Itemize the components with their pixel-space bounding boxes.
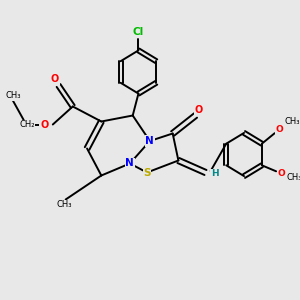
Text: CH₃: CH₃ — [56, 200, 72, 209]
Text: N: N — [146, 136, 154, 146]
Text: CH₂: CH₂ — [20, 120, 35, 129]
Text: CH₃: CH₃ — [285, 117, 300, 126]
Text: N: N — [125, 158, 134, 169]
Text: O: O — [40, 119, 48, 130]
Text: S: S — [143, 167, 151, 178]
Text: H: H — [211, 169, 218, 178]
Text: CH₃: CH₃ — [286, 173, 300, 182]
Text: O: O — [276, 125, 284, 134]
Text: O: O — [194, 105, 202, 115]
Text: Cl: Cl — [133, 27, 144, 37]
Text: CH₃: CH₃ — [5, 92, 21, 100]
Text: O: O — [278, 169, 285, 178]
Text: O: O — [51, 74, 59, 85]
